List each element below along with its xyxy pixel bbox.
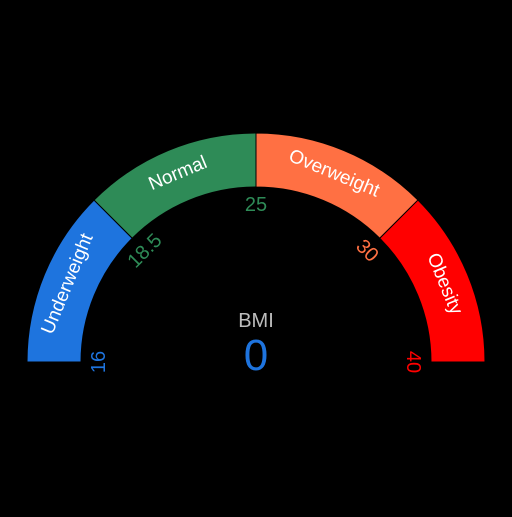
- tick-label-16: 16: [88, 351, 110, 373]
- bmi-value: 0: [244, 331, 268, 380]
- bmi-caption: BMI: [238, 310, 274, 332]
- tick-label-40: 40: [402, 351, 424, 373]
- tick-label-30: 30: [351, 235, 382, 266]
- tick-label-25: 25: [245, 194, 267, 216]
- segment-obesity: [379, 199, 486, 363]
- gauge-segments: [26, 132, 486, 363]
